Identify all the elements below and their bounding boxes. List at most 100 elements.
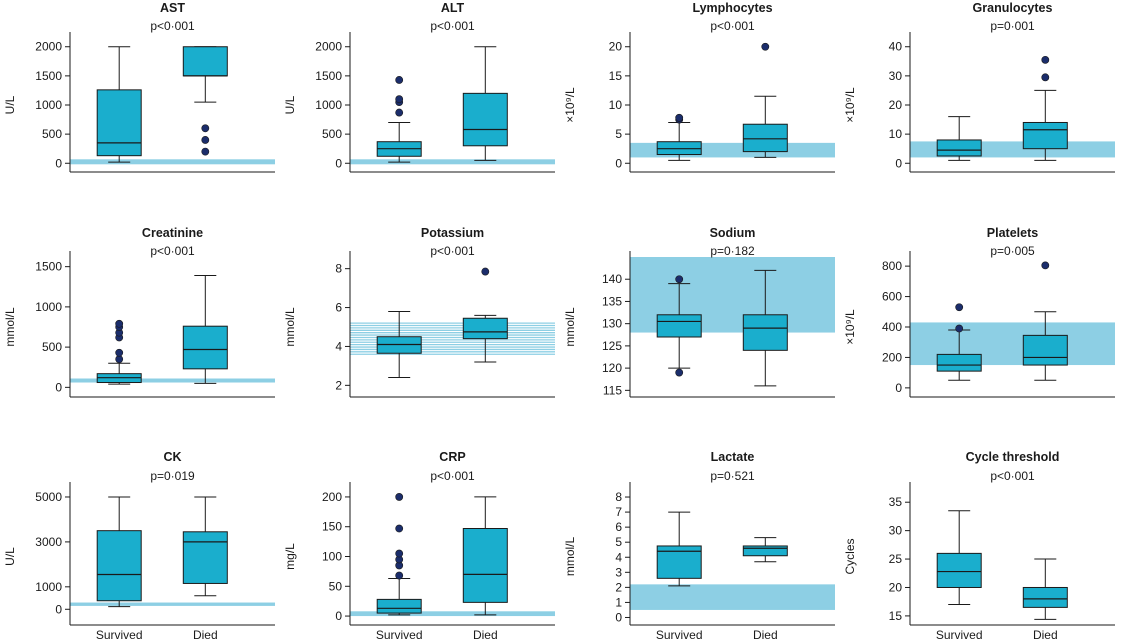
panel-title: Granulocytes xyxy=(973,1,1053,15)
reference-range-hatch xyxy=(350,322,555,355)
y-tick-label: 30 xyxy=(889,69,903,83)
x-category-label: Survived xyxy=(376,628,423,642)
outlier-point xyxy=(955,324,964,333)
box-died xyxy=(182,46,228,156)
box-died xyxy=(742,42,788,158)
box-survived xyxy=(936,510,982,606)
y-tick-label: 0 xyxy=(55,380,62,394)
outlier-point xyxy=(675,113,684,122)
y-axis-label: ×10⁹/L xyxy=(563,87,577,123)
box-died xyxy=(462,46,508,161)
y-tick-label: 25 xyxy=(889,552,903,566)
interquartile-box xyxy=(936,552,982,588)
y-tick-label: 400 xyxy=(882,320,902,334)
interquartile-box xyxy=(742,545,788,557)
y-tick-label: 2 xyxy=(615,580,622,594)
box-died xyxy=(182,496,228,597)
reference-range-band xyxy=(350,611,555,617)
outlier-point xyxy=(395,76,404,84)
y-tick-label: 4 xyxy=(335,339,342,353)
panel-title: Potassium xyxy=(421,226,484,240)
y-tick-label: 5000 xyxy=(35,490,62,504)
box-survived xyxy=(656,113,702,161)
y-tick-label: 2000 xyxy=(315,40,342,54)
box-survived xyxy=(96,496,142,608)
box-died xyxy=(742,537,788,563)
panel-title: AST xyxy=(160,1,185,15)
box-survived xyxy=(96,46,142,163)
y-tick-label: 130 xyxy=(602,317,622,331)
x-category-label: Died xyxy=(193,628,218,642)
y-tick-label: 200 xyxy=(882,350,902,364)
y-axis-label: mg/L xyxy=(283,543,297,570)
outlier-point xyxy=(481,267,490,276)
panel-title: Cycle threshold xyxy=(966,450,1060,464)
y-tick-label: 1000 xyxy=(35,98,62,112)
y-tick-label: 200 xyxy=(322,490,342,504)
box-survived xyxy=(936,116,982,161)
box-survived xyxy=(96,319,142,385)
p-value-label: p<0·001 xyxy=(150,19,195,33)
x-category-label: Survived xyxy=(96,628,143,642)
interquartile-box xyxy=(462,317,508,340)
y-tick-label: 500 xyxy=(322,127,342,141)
panel-platelets: 0 200 400 600 800 ×10⁹/L Platelets p=0·005 xyxy=(843,226,1115,398)
interquartile-box xyxy=(742,123,788,153)
p-value-label: p=0·001 xyxy=(990,19,1035,33)
y-tick-label: 1000 xyxy=(35,580,62,594)
box-died xyxy=(1022,261,1068,381)
p-value-label: p<0·001 xyxy=(150,244,195,258)
outlier-point xyxy=(395,493,404,501)
y-axis-label: ×10⁹/L xyxy=(843,87,857,123)
p-value-label: p<0·001 xyxy=(710,19,755,33)
outlier-point xyxy=(395,524,404,533)
box-survived xyxy=(656,511,702,587)
y-tick-label: 1500 xyxy=(35,260,62,274)
y-tick-label: 15 xyxy=(889,609,903,623)
y-tick-label: 0 xyxy=(335,156,342,170)
y-tick-label: 8 xyxy=(335,262,342,276)
y-tick-label: 1500 xyxy=(35,69,62,83)
y-tick-label: 20 xyxy=(889,580,903,594)
box-died xyxy=(462,267,508,363)
y-axis-label: mmol/L xyxy=(563,307,577,347)
y-tick-label: 4 xyxy=(615,550,622,564)
panel-cycle-threshold: 15 20 25 30 35 Cycles Cycle threshold p<0·001 Su… xyxy=(843,450,1115,642)
y-tick-label: 100 xyxy=(322,550,342,564)
panel-title: Platelets xyxy=(987,226,1038,240)
panel-title: Sodium xyxy=(710,226,756,240)
y-axis-label: mmol/L xyxy=(3,307,17,347)
y-tick-label: 6 xyxy=(615,520,622,534)
y-tick-label: 6 xyxy=(335,301,342,315)
outlier-point xyxy=(761,42,770,51)
y-tick-label: 135 xyxy=(602,294,622,308)
outlier-point xyxy=(201,124,210,133)
y-tick-label: 1000 xyxy=(35,300,62,314)
interquartile-box xyxy=(96,89,142,157)
interquartile-box xyxy=(182,46,228,77)
reference-range-band xyxy=(70,378,275,383)
interquartile-box xyxy=(1022,586,1068,608)
box-died xyxy=(1022,558,1068,620)
y-tick-label: 0 xyxy=(335,609,342,623)
box-died xyxy=(462,496,508,616)
interquartile-box xyxy=(376,598,422,614)
y-tick-label: 500 xyxy=(42,340,62,354)
y-tick-label: 600 xyxy=(882,290,902,304)
y-tick-label: 10 xyxy=(609,98,623,112)
y-tick-label: 150 xyxy=(322,520,342,534)
box-survived xyxy=(376,493,422,616)
y-axis-label: mmol/L xyxy=(563,537,577,577)
y-tick-label: 140 xyxy=(602,272,622,286)
outlier-point xyxy=(675,368,684,377)
y-axis-label: Cycles xyxy=(843,538,857,574)
y-axis-label: U/L xyxy=(3,95,17,114)
y-tick-label: 500 xyxy=(42,127,62,141)
outlier-point xyxy=(1041,73,1050,82)
y-tick-label: 0 xyxy=(615,156,622,170)
p-value-label: p<0·001 xyxy=(430,469,475,483)
y-tick-label: 20 xyxy=(609,40,623,54)
y-tick-label: 0 xyxy=(895,156,902,170)
interquartile-box xyxy=(462,92,508,147)
